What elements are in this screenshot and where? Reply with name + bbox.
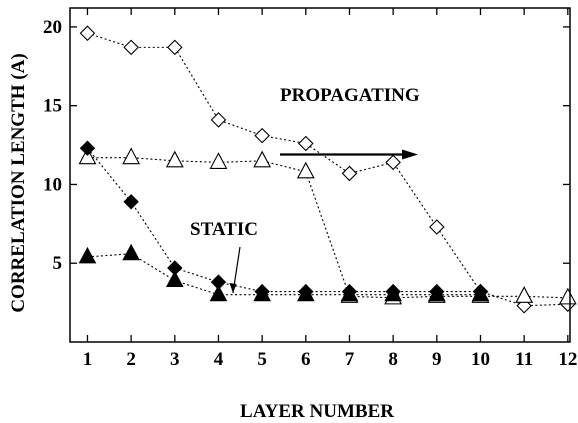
series-line-open-diamond bbox=[87, 32, 568, 307]
propagating-arrow-head bbox=[402, 149, 418, 160]
data-point-open-triangle bbox=[122, 147, 141, 165]
x-tick-label: 8 bbox=[388, 349, 398, 370]
x-tick-label: 3 bbox=[170, 349, 180, 370]
data-point-open-triangle bbox=[209, 152, 228, 169]
data-point-open-triangle bbox=[296, 161, 315, 179]
annotation-propagating: PROPAGATING bbox=[280, 85, 420, 106]
data-point-open-diamond bbox=[341, 165, 358, 182]
data-point-open-diamond bbox=[210, 112, 227, 128]
data-point-filled-diamond bbox=[298, 283, 314, 300]
x-tick-label: 11 bbox=[515, 349, 533, 370]
x-tick-label: 10 bbox=[471, 349, 490, 370]
data-point-open-diamond bbox=[298, 135, 314, 152]
x-tick-label: 12 bbox=[558, 349, 577, 370]
data-point-filled-diamond bbox=[123, 194, 139, 210]
y-axis-label: CORRELATION LENGTH (A) bbox=[8, 53, 29, 312]
y-tick-label: 20 bbox=[43, 17, 62, 38]
data-point-open-diamond bbox=[385, 154, 401, 171]
y-tick-label: 15 bbox=[43, 96, 62, 117]
x-tick-label: 5 bbox=[257, 349, 267, 370]
data-point-filled-triangle bbox=[122, 243, 140, 261]
series-line-filled-diamond bbox=[87, 147, 481, 293]
data-point-filled-triangle bbox=[209, 284, 228, 302]
x-tick-label: 2 bbox=[126, 349, 136, 370]
static-arrow-head bbox=[229, 283, 237, 293]
data-point-open-triangle bbox=[253, 150, 272, 168]
x-tick-label: 6 bbox=[301, 349, 311, 370]
data-point-open-diamond bbox=[254, 127, 270, 144]
data-point-filled-diamond bbox=[341, 283, 358, 300]
data-point-open-diamond bbox=[429, 219, 445, 235]
y-tick-label: 10 bbox=[43, 174, 62, 195]
data-point-filled-diamond bbox=[385, 283, 401, 300]
y-tick-label: 5 bbox=[53, 253, 63, 274]
data-point-filled-diamond bbox=[472, 283, 489, 300]
data-point-open-diamond bbox=[167, 39, 183, 56]
data-point-filled-diamond bbox=[429, 283, 445, 300]
series-points-filled-triangle bbox=[78, 243, 490, 302]
data-point-open-triangle bbox=[78, 147, 97, 165]
data-point-filled-diamond bbox=[254, 283, 270, 300]
data-point-open-diamond bbox=[79, 25, 96, 41]
data-point-filled-diamond bbox=[210, 274, 227, 290]
data-point-filled-diamond bbox=[79, 140, 96, 156]
data-point-open-diamond bbox=[123, 39, 139, 56]
data-point-open-triangle bbox=[165, 150, 184, 168]
series-line-filled-triangle bbox=[87, 253, 481, 296]
plot-layer bbox=[78, 25, 577, 314]
data-point-filled-triangle bbox=[165, 270, 184, 288]
data-point-filled-diamond bbox=[167, 260, 183, 276]
x-tick-label: 9 bbox=[432, 349, 442, 370]
data-point-open-triangle bbox=[558, 287, 577, 305]
x-axis-label: LAYER NUMBER bbox=[240, 401, 394, 422]
x-tick-label: 1 bbox=[83, 349, 93, 370]
x-tick-label: 4 bbox=[214, 349, 224, 370]
series-line-open-triangle bbox=[87, 157, 568, 299]
x-tick-label: 7 bbox=[345, 349, 355, 370]
series-points-open-triangle bbox=[78, 147, 577, 305]
series-points-open-diamond bbox=[79, 25, 576, 314]
plot-frame bbox=[69, 7, 571, 343]
data-point-filled-triangle bbox=[78, 246, 97, 264]
annotation-static: STATIC bbox=[190, 219, 258, 240]
series-points-filled-diamond bbox=[79, 140, 489, 300]
data-point-open-triangle bbox=[515, 286, 534, 303]
